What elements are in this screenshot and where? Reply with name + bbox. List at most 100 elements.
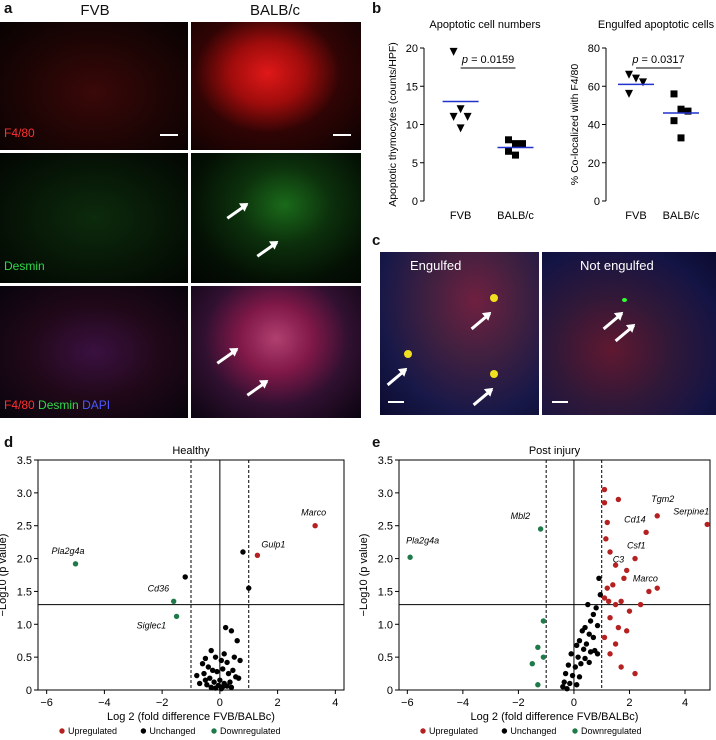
micrograph-not-engulfed: Not engulfed: [542, 252, 716, 415]
data-point-unchanged: [580, 646, 587, 652]
data-point-unchanged: [234, 638, 240, 644]
data-point-unchanged: [218, 657, 225, 664]
data-point-unchanged: [575, 654, 581, 660]
data-point-unchanged: [572, 664, 579, 670]
data-point-unchanged: [205, 664, 212, 670]
volcano-plot-healthy: Healthy 0 0.5 1.0 1.5 2.0 2.5 3.0 3.5 −6 −4 −2 0 2 4 −L…: [0, 445, 345, 736]
data-point-unchanged: [209, 667, 216, 673]
data-point-unchanged: [578, 661, 584, 667]
y-tick-label: 3.0: [17, 488, 32, 500]
y-tick-label: 2.5: [17, 521, 32, 533]
data-point-unchanged: [201, 670, 207, 677]
data-point-downregulated: [537, 526, 544, 532]
scale-bar: [333, 134, 351, 136]
micrograph-f480-fvb: F4/80: [0, 22, 188, 150]
data-point-upregulated: [615, 496, 622, 503]
data-point-unchanged: [218, 685, 225, 692]
x-tick-label: 2: [626, 697, 632, 709]
gene-label: Cd14: [624, 514, 646, 524]
y-tick-label: 2.0: [17, 554, 32, 566]
data-point-unchanged: [583, 641, 590, 647]
y-tick-label: 2.5: [378, 521, 393, 533]
data-point-unchanged: [212, 654, 219, 660]
gene-label: Siglec1: [137, 620, 167, 630]
gene-label: Gulp1: [261, 539, 285, 549]
column-header-balbc: BALB/c: [249, 2, 301, 19]
data-point-upregulated: [254, 552, 261, 558]
data-point-upregulated: [604, 519, 610, 526]
apoptotic-cell: [622, 298, 627, 302]
data-point-upregulated: [618, 664, 624, 670]
y-axis-label: −Log10 (p value): [0, 534, 9, 617]
data-point-upregulated: [605, 598, 612, 604]
data-point-unchanged: [574, 682, 580, 688]
engulfed-label: Engulfed: [410, 258, 462, 273]
data-point-unchanged: [593, 605, 599, 611]
data-point-downregulated: [529, 661, 535, 667]
data-point: [505, 136, 512, 144]
data-point: [639, 78, 647, 87]
y-tick-label: 0: [387, 685, 393, 697]
data-point-upregulated: [612, 562, 619, 568]
data-point-unchanged: [560, 684, 566, 690]
data-point-unchanged: [576, 638, 583, 644]
panel-label-d: d: [4, 434, 14, 451]
micrograph-desmin-fvb: Desmin: [0, 153, 188, 283]
data-point-unchanged: [246, 585, 252, 591]
x-tick-label: −2: [156, 697, 169, 709]
data-point-unchanged: [594, 622, 601, 629]
data-point: [670, 117, 678, 125]
x-tick-label: −6: [40, 697, 53, 709]
f480-label: F4/80: [4, 126, 35, 140]
panel-label-e: e: [372, 434, 381, 451]
data-point-upregulated: [601, 500, 608, 506]
data-point-upregulated: [607, 549, 613, 555]
chart-apoptotic-cell-numbers: Apoptotic cell numbers 0 5 10 15 20 Apoptotic …: [387, 19, 541, 222]
chart-title: Post injury: [529, 445, 581, 457]
gene-label: Tgm2: [651, 494, 674, 504]
data-point-upregulated: [643, 529, 649, 535]
data-point-unchanged: [211, 679, 217, 685]
data-point-unchanged: [222, 624, 229, 631]
dapi-label: DAPI: [82, 398, 111, 412]
data-point-upregulated: [603, 536, 609, 542]
y-tick-label: 1.5: [17, 586, 32, 598]
data-point-unchanged: [228, 628, 235, 634]
data-point-unchanged: [586, 659, 592, 666]
arrow-icon: [216, 348, 238, 365]
data-point-unchanged: [225, 670, 232, 677]
data-point-unchanged: [230, 667, 236, 673]
f480-label: F4/80: [4, 398, 35, 412]
data-point-upregulated: [612, 601, 619, 608]
data-point-upregulated: [654, 585, 660, 591]
y-axis-label: Apoptotic thymocytes (counts/HPF): [387, 42, 399, 207]
gene-label: Pla2g4a: [406, 535, 439, 545]
data-point-unchanged: [224, 659, 230, 666]
data-point-unchanged: [212, 685, 219, 691]
p-value-annotation: p = 0.0159: [461, 54, 514, 66]
micrograph-f480-balbc: [191, 22, 361, 150]
data-point-upregulated: [704, 521, 710, 528]
micrograph-merge-fvb: F4/80 Desmin DAPI: [0, 286, 188, 418]
data-point: [519, 140, 526, 148]
data-point-unchanged: [562, 670, 569, 677]
data-point-downregulated: [170, 598, 177, 604]
data-point: [632, 74, 640, 83]
data-point-unchanged: [207, 675, 213, 681]
data-point-unchanged: [586, 631, 592, 637]
data-point-upregulated: [632, 555, 638, 562]
data-point-unchanged: [564, 685, 570, 692]
y-tick-label: 3.0: [378, 488, 393, 500]
legend-label: Upregulated: [68, 726, 117, 736]
legend-marker: [140, 728, 147, 734]
data-point: [456, 105, 465, 114]
data-point-upregulated: [607, 651, 613, 657]
data-point-unchanged: [590, 634, 597, 641]
gene-label: Csf1: [627, 541, 646, 551]
data-point-downregulated: [535, 682, 541, 688]
data-point-unchanged: [220, 666, 226, 672]
gene-label: Marco: [633, 573, 658, 583]
data-point-downregulated: [72, 561, 79, 567]
legend-marker: [211, 728, 217, 734]
data-point-unchanged: [221, 651, 227, 657]
